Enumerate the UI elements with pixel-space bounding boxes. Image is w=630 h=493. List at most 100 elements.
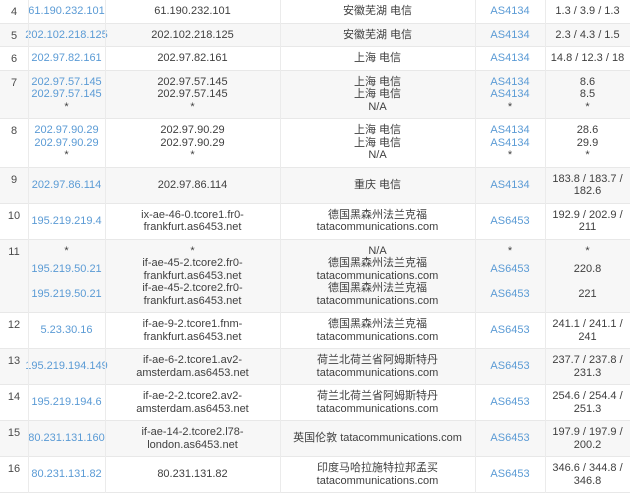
ip-cell: * (28, 149, 105, 162)
latency-cell: 346.6 / 344.8 / 346.8 (545, 462, 630, 487)
location-cell: N/A (280, 101, 475, 114)
ip-link[interactable]: 202.97.57.145 (31, 75, 102, 88)
ip-link[interactable]: 5.23.30.16 (40, 324, 93, 337)
asn-link[interactable]: AS4134 (490, 136, 530, 149)
location-cell: 上海 电信 (280, 124, 475, 137)
location-text: 荷兰北荷兰省阿姆斯特丹 tatacommunications.com (316, 354, 439, 379)
ip-link[interactable]: 202.97.90.29 (34, 124, 99, 136)
hostname-cell: 202.97.86.114 (105, 173, 280, 198)
location-cell: 荷兰北荷兰省阿姆斯特丹 tatacommunications.com (280, 390, 475, 415)
latency-text: 220.8 (573, 263, 602, 276)
latency-text: * (585, 149, 590, 161)
latency-cell: 237.7 / 237.8 / 231.3 (545, 354, 630, 379)
hostname-text: if-ae-2-2.tcore2.av2-amsterdam.as6453.ne… (136, 390, 249, 415)
latency-cell: * (545, 245, 630, 258)
asn-link[interactable]: AS6453 (490, 468, 530, 481)
hostname-text: 202.102.218.125 (151, 28, 234, 41)
asn-link[interactable]: AS6453 (490, 288, 530, 301)
latency-cell: 29.9 (545, 137, 630, 150)
latency-cell: * (545, 101, 630, 114)
hop-results: 195.219.194.6 if-ae-2-2.tcore2.av2-amste… (28, 385, 630, 420)
latency-text: 8.6 (579, 75, 596, 88)
latency-text: 254.6 / 254.4 / 251.3 (552, 390, 623, 415)
ip-cell: 195.219.50.21 (28, 282, 105, 307)
hostname-cell: 202.97.82.161 (105, 52, 280, 65)
hostname-text: 61.190.232.101 (154, 5, 231, 17)
asn-link[interactable]: AS4134 (490, 5, 530, 17)
asn-link[interactable]: AS6453 (490, 214, 530, 227)
hop-number: 8 (10, 125, 18, 137)
hostname-text: 202.97.82.161 (157, 52, 228, 64)
ip-link[interactable]: 195.219.50.21 (31, 288, 102, 301)
location-text: 上海 电信 (353, 88, 402, 100)
asn-cell: AS6453 (475, 257, 545, 282)
location-cell: 安徽芜湖 电信 (280, 29, 475, 42)
hostname-text: ix-ae-46-0.tcore1.fr0-frankfurt.as6453.n… (141, 208, 244, 234)
ip-cell: 195.219.194.149 (25, 354, 108, 379)
ip-link[interactable]: 61.190.232.101 (28, 5, 105, 17)
hostname-cell: 202.97.57.145 (105, 88, 280, 101)
hostname-cell: if-ae-45-2.tcore2.fr0-frankfurt.as6453.n… (105, 257, 280, 282)
hop-number: 11 (8, 245, 20, 258)
location-cell: 德国黑森州法兰克福 tatacommunications.com (280, 318, 475, 343)
hostname-text: * (190, 100, 195, 113)
ip-link[interactable]: 195.219.194.149 (25, 360, 108, 373)
ip-cell: 202.97.90.29 (28, 137, 105, 150)
ip-link[interactable]: 202.97.57.145 (31, 88, 102, 100)
ip-cell: 202.97.57.145 (28, 88, 105, 101)
asn-link: * (507, 149, 513, 161)
ip-link[interactable]: 80.231.131.160 (28, 432, 105, 445)
ip-link[interactable]: 80.231.131.82 (31, 468, 102, 481)
ip-link: * (64, 149, 69, 161)
latency-cell: 14.8 / 12.3 / 18 (545, 52, 630, 65)
probe-result: * * N/A * * (28, 245, 630, 258)
asn-link: * (507, 244, 513, 257)
asn-link[interactable]: AS6453 (490, 396, 530, 409)
asn-link[interactable]: AS4134 (490, 88, 530, 100)
hop-results: 61.190.232.101 61.190.232.101 安徽芜湖 电信 AS… (28, 0, 630, 23)
asn-link[interactable]: AS4134 (490, 75, 530, 88)
probe-result: 80.231.131.82 80.231.131.82 印度马哈拉施特拉邦孟买 … (28, 462, 630, 487)
hostname-text: if-ae-45-2.tcore2.fr0-frankfurt.as6453.n… (142, 257, 243, 282)
ip-link[interactable]: 195.219.194.6 (31, 396, 102, 409)
hop-number: 16 (7, 463, 21, 475)
probe-result: 5.23.30.16 if-ae-9-2.tcore1.fnm-frankfur… (28, 318, 630, 343)
hop-number: 14 (7, 391, 21, 403)
asn-cell: AS4134 (475, 29, 545, 42)
asn-link[interactable]: AS4134 (490, 28, 530, 41)
hostname-text: * (190, 149, 195, 161)
asn-link[interactable]: AS6453 (490, 360, 530, 373)
hop-number: 6 (10, 53, 18, 65)
hostname-cell: if-ae-9-2.tcore1.fnm-frankfurt.as6453.ne… (105, 318, 280, 343)
asn-cell: AS4134 (475, 76, 545, 89)
ip-cell: 202.102.218.125 (25, 28, 108, 42)
ip-cell: 202.97.82.161 (28, 52, 105, 65)
ip-link[interactable]: 202.97.82.161 (31, 52, 102, 64)
latency-cell: 8.6 (545, 76, 630, 89)
ip-link[interactable]: 202.97.86.114 (31, 178, 102, 191)
location-text: 荷兰北荷兰省阿姆斯特丹 tatacommunications.com (316, 390, 439, 415)
ip-cell: 61.190.232.101 (28, 5, 105, 18)
location-cell: 荷兰北荷兰省阿姆斯特丹 tatacommunications.com (280, 354, 475, 379)
location-cell: N/A (280, 149, 475, 162)
latency-cell: 220.8 (545, 257, 630, 282)
ip-link[interactable]: 202.102.218.125 (25, 28, 108, 41)
asn-link[interactable]: AS4134 (490, 178, 530, 191)
location-cell: N/A (280, 245, 475, 258)
trace-row: 10 195.219.219.4 ix-ae-46-0.tcore1.fr0-f… (0, 203, 630, 240)
asn-link[interactable]: AS4134 (490, 52, 530, 64)
ip-cell: 5.23.30.16 (28, 318, 105, 343)
trace-row: 4 61.190.232.101 61.190.232.101 安徽芜湖 电信 … (0, 0, 630, 24)
location-text: 德国黑森州法兰克福 tatacommunications.com (316, 257, 439, 282)
ip-cell: 202.97.57.145 (28, 76, 105, 89)
asn-link[interactable]: AS6453 (490, 263, 530, 276)
ip-link[interactable]: 202.97.90.29 (34, 136, 99, 149)
asn-link[interactable]: AS4134 (490, 124, 530, 136)
probe-result: 195.219.50.21 if-ae-45-2.tcore2.fr0-fran… (28, 282, 630, 307)
hostname-cell: if-ae-6-2.tcore1.av2-amsterdam.as6453.ne… (105, 354, 280, 379)
ip-link[interactable]: 195.219.50.21 (31, 263, 102, 276)
hostname-cell: 202.97.90.29 (105, 137, 280, 150)
ip-link[interactable]: 195.219.219.4 (31, 214, 102, 227)
asn-link[interactable]: AS6453 (490, 432, 530, 445)
asn-link[interactable]: AS6453 (490, 324, 530, 337)
